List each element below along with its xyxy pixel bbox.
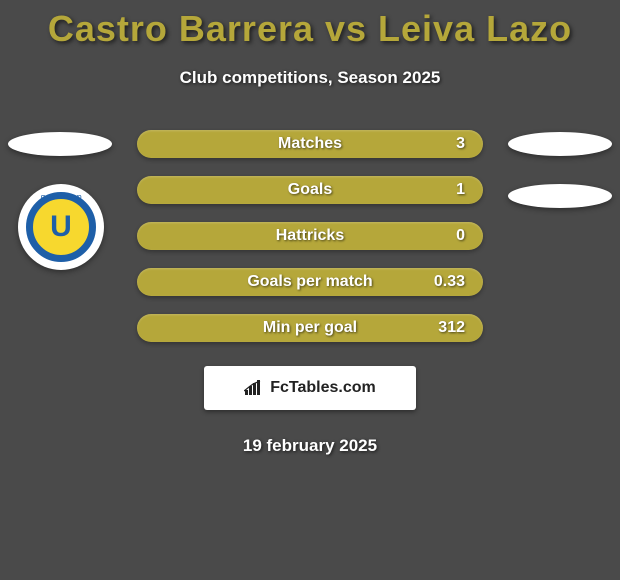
stat-value: 0.33: [434, 273, 465, 291]
player-placeholder-left: [8, 132, 112, 156]
bar-chart-icon: [244, 380, 264, 396]
main-area: CLUB DEPORTIVO U Matches 3 Goals 1 Hattr…: [0, 130, 620, 456]
club-logo: CLUB DEPORTIVO U: [18, 184, 104, 270]
club-logo-caption: CLUB DEPORTIVO: [41, 195, 82, 201]
stat-value: 312: [438, 319, 465, 337]
club-logo-inner: CLUB DEPORTIVO U: [26, 192, 96, 262]
stat-row-goals-per-match: Goals per match 0.33: [137, 268, 483, 296]
stat-row-matches: Matches 3: [137, 130, 483, 158]
stat-label: Min per goal: [263, 319, 357, 337]
stat-row-hattricks: Hattricks 0: [137, 222, 483, 250]
player-placeholder-right-bottom: [508, 184, 612, 208]
club-logo-letter: U: [50, 212, 72, 242]
footer-branding: FcTables.com: [204, 366, 416, 410]
footer-label: FcTables.com: [270, 379, 376, 397]
stat-row-min-per-goal: Min per goal 312: [137, 314, 483, 342]
footer-date: 19 february 2025: [0, 436, 620, 456]
subtitle: Club competitions, Season 2025: [0, 68, 620, 88]
stat-label: Goals per match: [247, 273, 372, 291]
stat-value: 1: [456, 181, 465, 199]
stat-row-goals: Goals 1: [137, 176, 483, 204]
stat-label: Matches: [278, 135, 342, 153]
page-title: Castro Barrera vs Leiva Lazo: [0, 8, 620, 50]
stat-label: Hattricks: [276, 227, 344, 245]
comparison-card: Castro Barrera vs Leiva Lazo Club compet…: [0, 0, 620, 456]
stats-column: Matches 3 Goals 1 Hattricks 0 Goals per …: [137, 130, 483, 342]
stat-label: Goals: [288, 181, 332, 199]
player-placeholder-right-top: [508, 132, 612, 156]
stat-value: 0: [456, 227, 465, 245]
stat-value: 3: [456, 135, 465, 153]
